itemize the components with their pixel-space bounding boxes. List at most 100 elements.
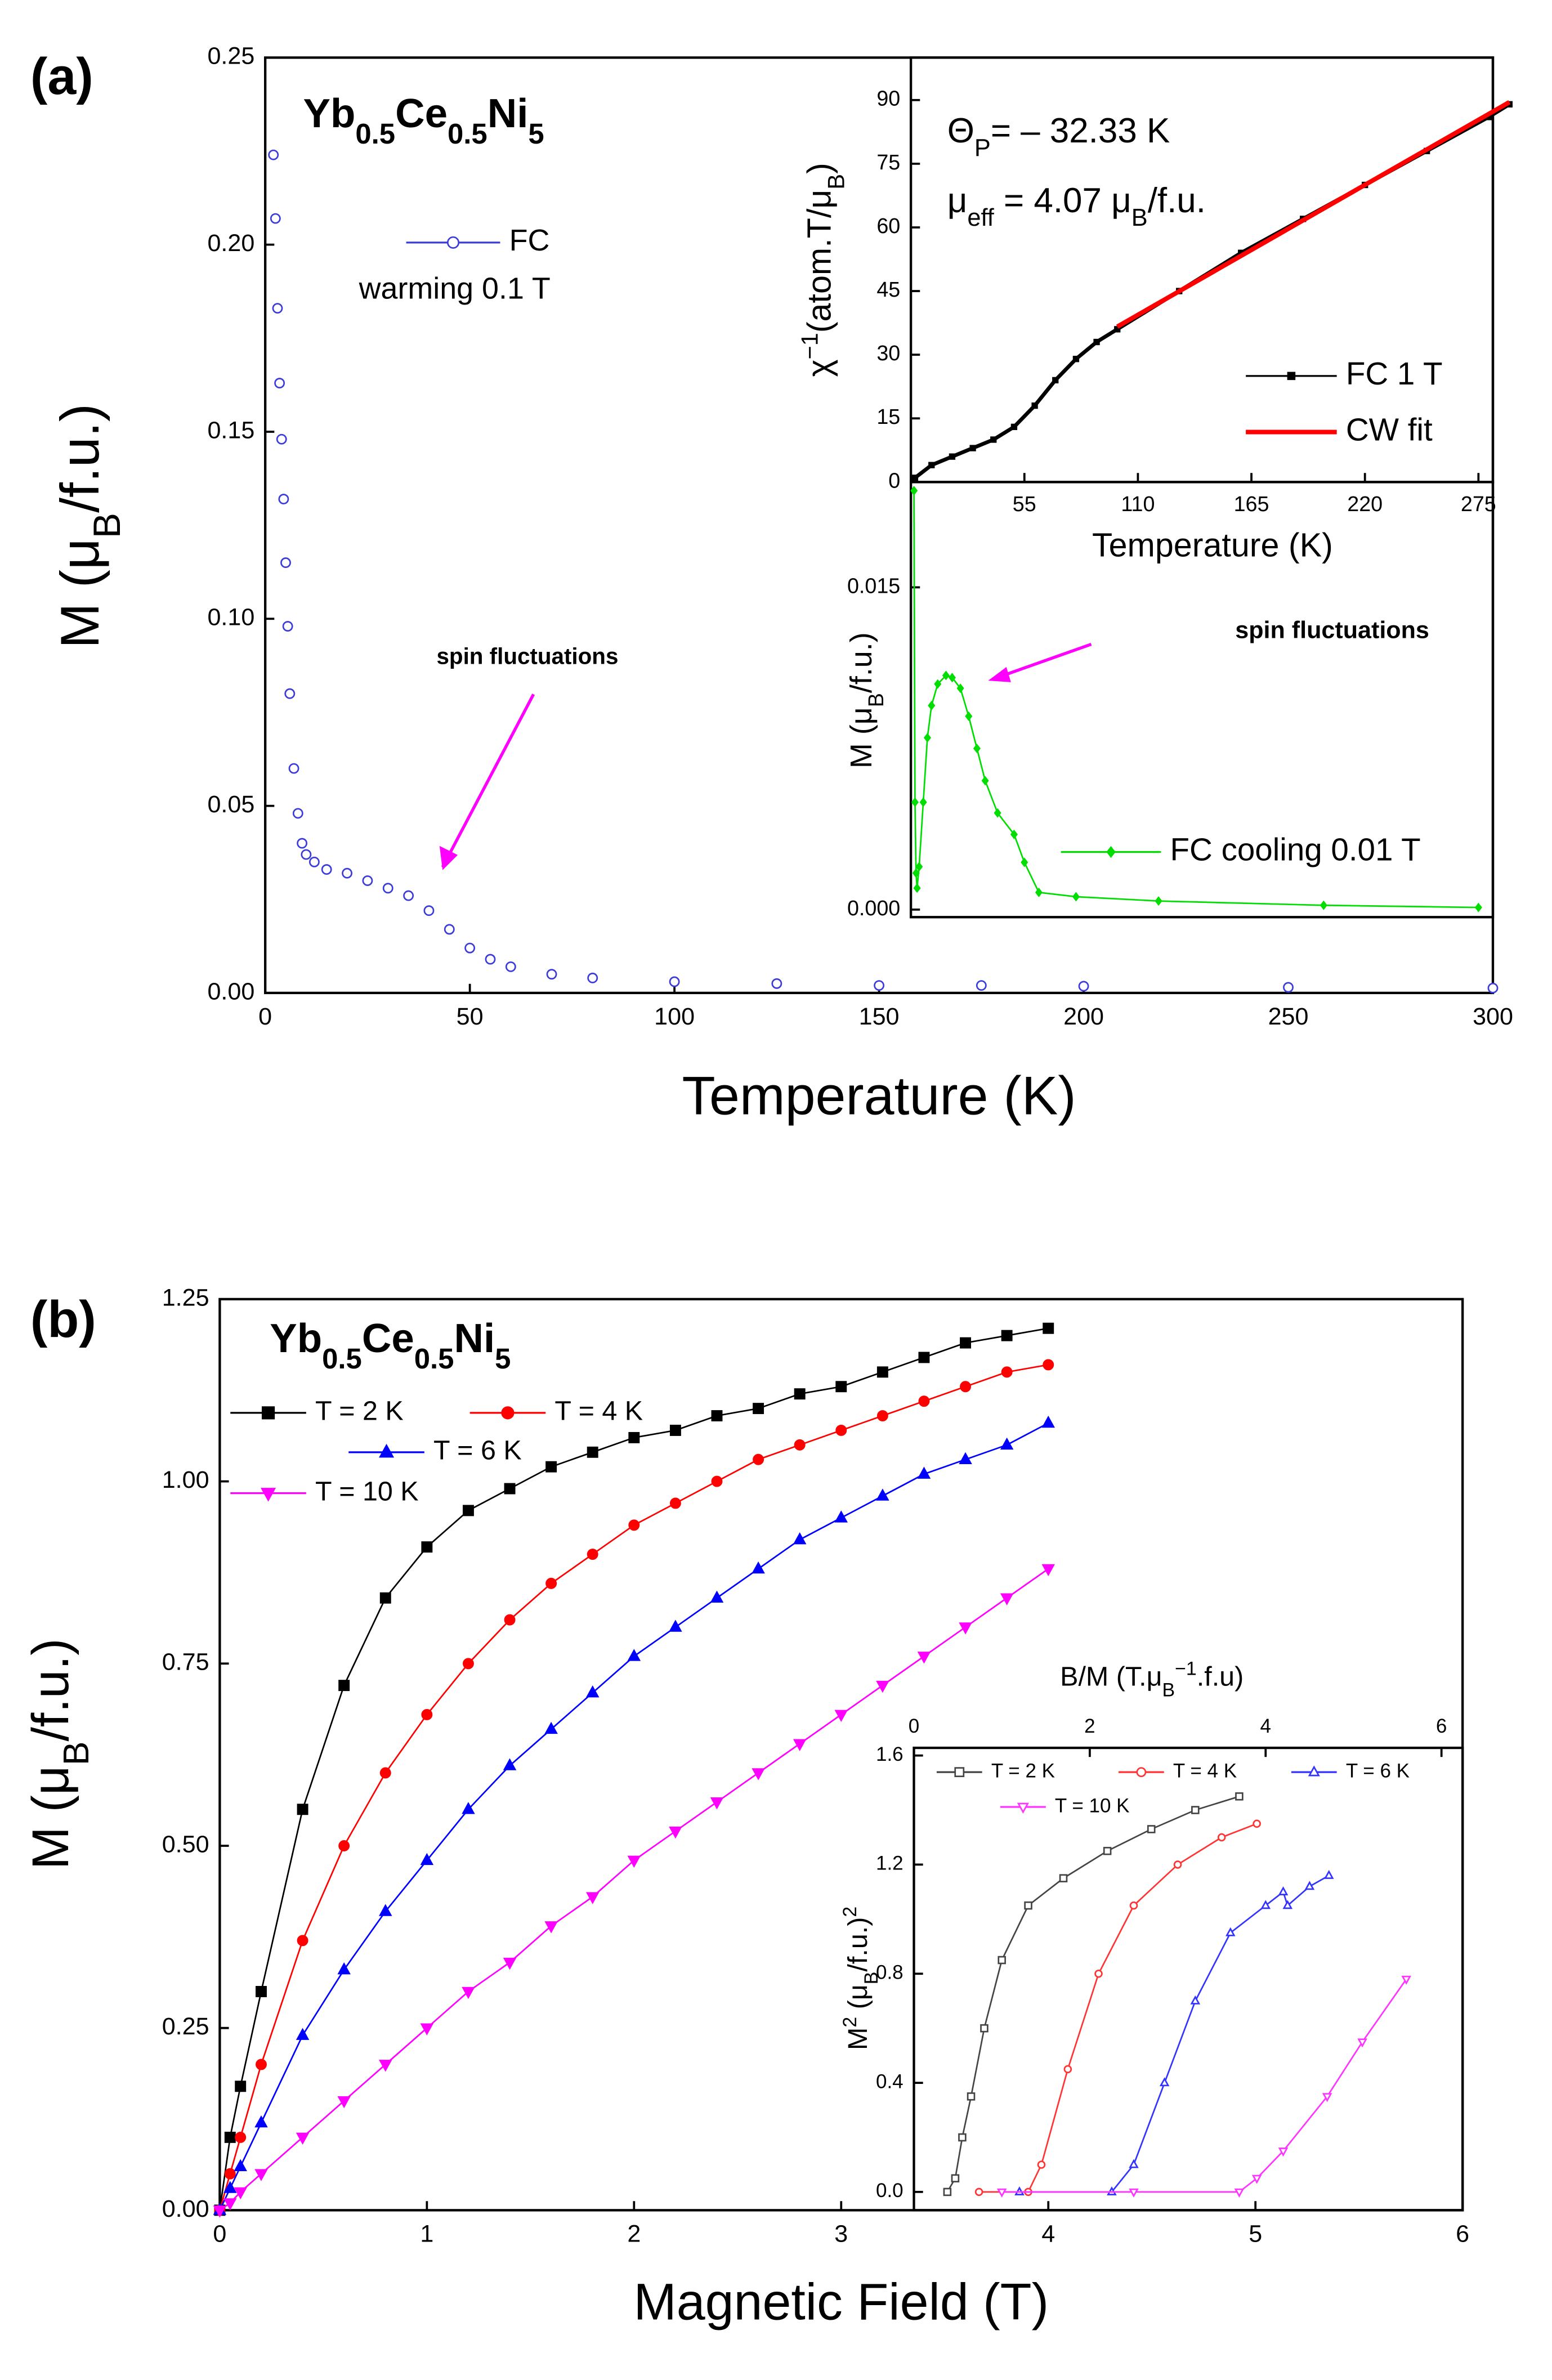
x-tick-label: 220 (1347, 492, 1383, 516)
annotation: ΘP= – 32.33 K (947, 111, 1170, 162)
marker (296, 2028, 310, 2040)
marker (669, 1826, 682, 1839)
marker (1304, 1881, 1315, 1890)
marker (420, 1853, 434, 1865)
text-part: /f.u. (1148, 181, 1206, 220)
legend-marker (379, 1443, 395, 1458)
marker (711, 1475, 723, 1487)
x-axis-label: Temperature (K) (682, 1064, 1076, 1126)
marker (669, 976, 680, 987)
y-tick-label: 15 (876, 405, 900, 428)
marker (278, 494, 289, 505)
marker (967, 2092, 976, 2101)
marker (959, 1452, 972, 1464)
marker (308, 856, 320, 867)
marker (918, 1395, 930, 1407)
text-part: M (μ (844, 707, 878, 768)
marker (1260, 1900, 1271, 1909)
legend-marker (446, 236, 460, 249)
marker (876, 1366, 888, 1378)
marker (420, 2023, 434, 2035)
marker (338, 1680, 350, 1692)
marker (960, 1337, 972, 1349)
y-tick-label: 30 (876, 341, 900, 365)
marker (965, 711, 973, 721)
marker (1010, 829, 1018, 839)
marker (545, 1461, 557, 1473)
marker (876, 1488, 889, 1501)
y-tick-label: 0.8 (876, 1962, 904, 1984)
marker (1000, 1593, 1014, 1605)
marker (753, 1453, 764, 1465)
text-part: Ni (487, 91, 529, 136)
legend-marker (1106, 845, 1116, 858)
y-tick-label: 45 (876, 278, 900, 301)
marker (960, 1381, 972, 1393)
x-tick-label: 5 (1249, 2220, 1262, 2247)
marker (504, 1614, 516, 1626)
legend-marker (1287, 372, 1296, 381)
y-tick-label: 0 (888, 468, 900, 492)
legend-label: CW fit (1346, 411, 1433, 447)
y-tick-label: 0.0 (876, 2180, 904, 2202)
marker (1041, 1564, 1055, 1577)
marker (1217, 1833, 1226, 1842)
marker (990, 436, 997, 443)
marker (1401, 1975, 1411, 1985)
y-axis-label: M (μB/f.u.) (844, 632, 888, 768)
y-tick-label: 0.000 (847, 896, 900, 920)
marker (771, 978, 782, 989)
marker (444, 924, 455, 935)
marker (793, 1532, 807, 1545)
marker (296, 2132, 310, 2145)
marker (1129, 1901, 1138, 1910)
x-tick-label: 0 (258, 1003, 272, 1030)
y-axis-label: M (μB/f.u.) (49, 404, 128, 648)
y-tick-label: 0.75 (162, 1649, 209, 1676)
marker (951, 2174, 960, 2182)
marker (834, 1510, 848, 1523)
x-tick-label: 55 (1013, 492, 1036, 516)
marker (917, 1466, 931, 1479)
y-tick-label: 0.20 (207, 230, 254, 257)
marker (912, 868, 920, 878)
marker (338, 1840, 350, 1851)
marker (928, 700, 936, 710)
marker (1234, 2188, 1245, 2198)
marker (874, 980, 885, 991)
annotation: spin fluctuations (436, 643, 618, 669)
text-part: 5 (528, 118, 544, 150)
marker (1253, 1819, 1261, 1828)
marker (948, 673, 956, 683)
marker (711, 1410, 723, 1422)
legend-label: T = 6 K (1346, 1760, 1410, 1782)
series-line (1001, 1979, 1407, 2193)
marker (234, 2187, 247, 2200)
x-tick-label: 100 (654, 1003, 695, 1030)
y-tick-label: 0.50 (162, 1831, 209, 1858)
legend-label: FC cooling 0.01 T (1170, 831, 1421, 867)
annotation: spin fluctuations (1235, 617, 1429, 644)
marker (462, 1505, 474, 1516)
text-part: 2 (839, 1907, 861, 1917)
text-part: M (μ (49, 538, 110, 648)
legend-label: T = 4 K (554, 1396, 643, 1426)
y-tick-label: 0.015 (847, 574, 900, 597)
marker (710, 1590, 724, 1603)
y-tick-label: 0.25 (162, 2013, 209, 2040)
series-line (1116, 100, 1511, 329)
marker (669, 1497, 681, 1509)
y-tick-label: 1.00 (162, 1466, 209, 1493)
marker (1278, 1886, 1289, 1895)
marker (379, 1592, 391, 1604)
marker (1190, 1995, 1201, 2005)
marker (794, 1388, 806, 1400)
marker (462, 1802, 475, 1814)
text-part: /f.u.) (843, 1917, 873, 1972)
text-part: 0.5 (322, 1343, 362, 1375)
annotation: warming 0.1 T (359, 272, 551, 306)
series-line (946, 1795, 1240, 2193)
text-part: Yb (303, 91, 355, 136)
marker (911, 797, 919, 807)
marker (288, 763, 299, 774)
